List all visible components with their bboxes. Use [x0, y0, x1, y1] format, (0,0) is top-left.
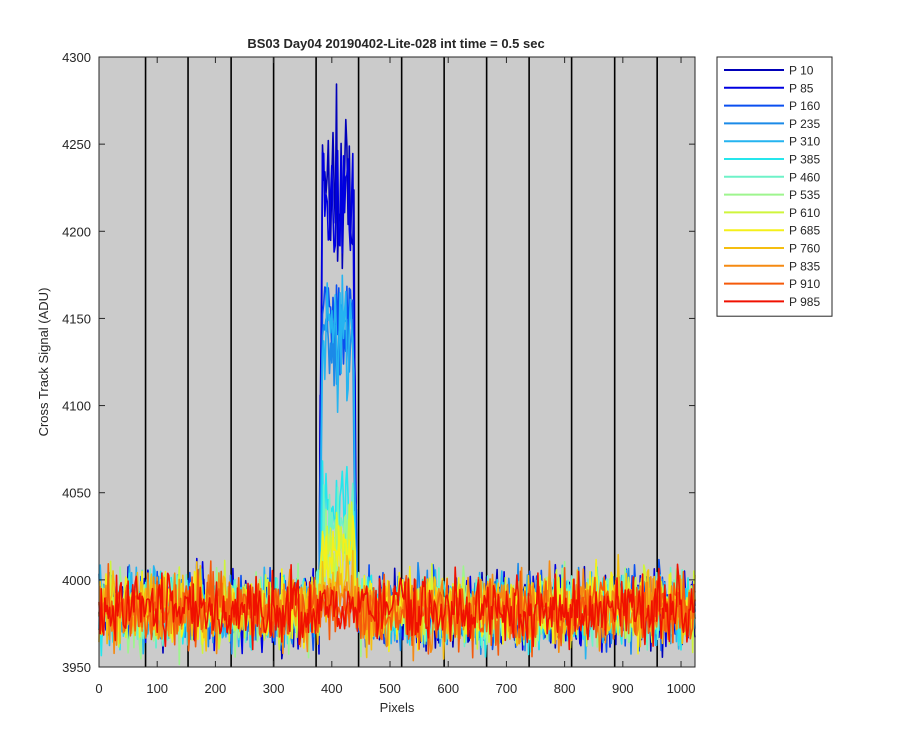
legend-label-1: P 85	[789, 81, 814, 95]
x-axis-label: Pixels	[380, 700, 415, 715]
y-tick-label-5: 4200	[62, 224, 91, 239]
y-axis-label: Cross Track Signal (ADU)	[36, 288, 51, 437]
y-tick-label-0: 3950	[62, 660, 91, 675]
series-lines	[98, 83, 696, 666]
series-line-9	[98, 515, 696, 655]
y-tick-label-4: 4150	[62, 311, 91, 326]
legend-box	[716, 56, 833, 317]
chart-title: BS03 Day04 20190402-Lite-028 int time = …	[247, 36, 544, 51]
legend: P 10 P 85 P 160 P 235 P 310 P 385 P 460 P 535 P …	[716, 56, 833, 317]
y-tick-label-7: 4300	[62, 50, 91, 65]
series-line-12	[98, 560, 696, 659]
y-tick-label-6: 4250	[62, 137, 91, 152]
x-tick-label-8: 800	[554, 681, 576, 696]
legend-label-8: P 610	[789, 206, 820, 220]
legend-label-6: P 460	[789, 170, 820, 184]
legend-label-9: P 685	[789, 224, 820, 238]
legend-label-3: P 235	[789, 117, 820, 131]
legend-label-11: P 835	[789, 259, 820, 273]
y-tick-label-2: 4050	[62, 486, 91, 501]
x-tick-label-3: 300	[263, 681, 285, 696]
series-line-13	[98, 563, 696, 651]
x-tick-label-9: 900	[612, 681, 634, 696]
legend-label-0: P 10	[789, 64, 814, 78]
legend-label-12: P 910	[789, 277, 820, 291]
legend-label-10: P 760	[789, 242, 820, 256]
x-tick-label-4: 400	[321, 681, 343, 696]
x-tick-label-10: 1000	[667, 681, 696, 696]
x-tick-label-2: 200	[205, 681, 227, 696]
x-tick-label-0: 0	[95, 681, 102, 696]
legend-label-13: P 985	[789, 295, 820, 309]
legend-label-4: P 310	[789, 135, 820, 149]
y-tick-label-1: 4000	[62, 573, 91, 588]
legend-label-2: P 160	[789, 99, 820, 113]
x-tick-label-7: 700	[496, 681, 518, 696]
x-tick-label-5: 500	[379, 681, 401, 696]
x-tick-label-6: 600	[437, 681, 459, 696]
y-axis: 3950 4000 4050 4100 4150 4200 4250 4300	[62, 50, 695, 675]
x-axis: 0 100 200 300 400 500 600 700 800 900 1000	[95, 57, 695, 696]
legend-label-7: P 535	[789, 188, 820, 202]
legend-label-5: P 385	[789, 153, 820, 167]
vertical-lines	[144, 57, 658, 667]
plot-frame	[98, 56, 696, 668]
x-tick-label-1: 100	[146, 681, 168, 696]
y-tick-label-3: 4100	[62, 399, 91, 414]
